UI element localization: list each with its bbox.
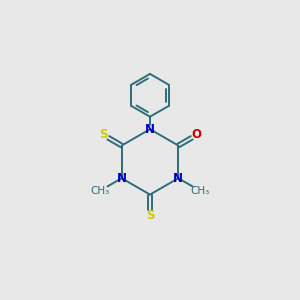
Text: N: N <box>145 123 155 136</box>
Text: CH₃: CH₃ <box>190 186 210 196</box>
Text: S: S <box>99 128 107 141</box>
Text: CH₃: CH₃ <box>90 186 110 196</box>
Text: S: S <box>146 209 154 223</box>
Text: N: N <box>173 172 183 185</box>
Text: O: O <box>192 128 202 141</box>
Text: N: N <box>117 172 127 185</box>
